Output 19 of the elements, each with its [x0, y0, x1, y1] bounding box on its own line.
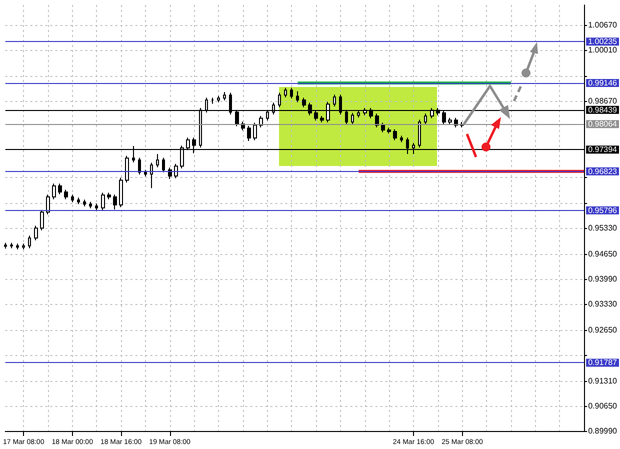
y-tick-label: 0.90650	[588, 401, 618, 410]
ref-line-label: 1.00235	[588, 37, 618, 46]
ref-line-label: 0.95796	[588, 206, 618, 215]
y-tick-label: 0.94650	[588, 249, 618, 258]
y-tick-label: 0.89990	[588, 426, 618, 436]
ref-line-label: 0.99146	[588, 78, 618, 88]
y-tick-label: 1.00010	[588, 46, 618, 55]
y-tick-label: 0.95330	[588, 224, 618, 233]
ref-line-label: 0.97394	[588, 145, 618, 154]
y-tick-label: 0.92650	[588, 325, 618, 334]
ref-line-label: 0.98439	[588, 105, 618, 114]
ref-line-label: 0.91787	[588, 358, 618, 368]
y-tick-label: 1.00670	[588, 20, 618, 30]
y-tick-label: 0.91310	[588, 376, 618, 386]
y-tick-label: 0.93330	[588, 300, 618, 309]
ref-line-label: 0.96823	[588, 166, 618, 176]
y-tick-label: 0.93990	[588, 274, 618, 284]
y-tick-label: 0.98670	[588, 96, 618, 106]
ref-line-label: 0.98064	[588, 120, 618, 129]
